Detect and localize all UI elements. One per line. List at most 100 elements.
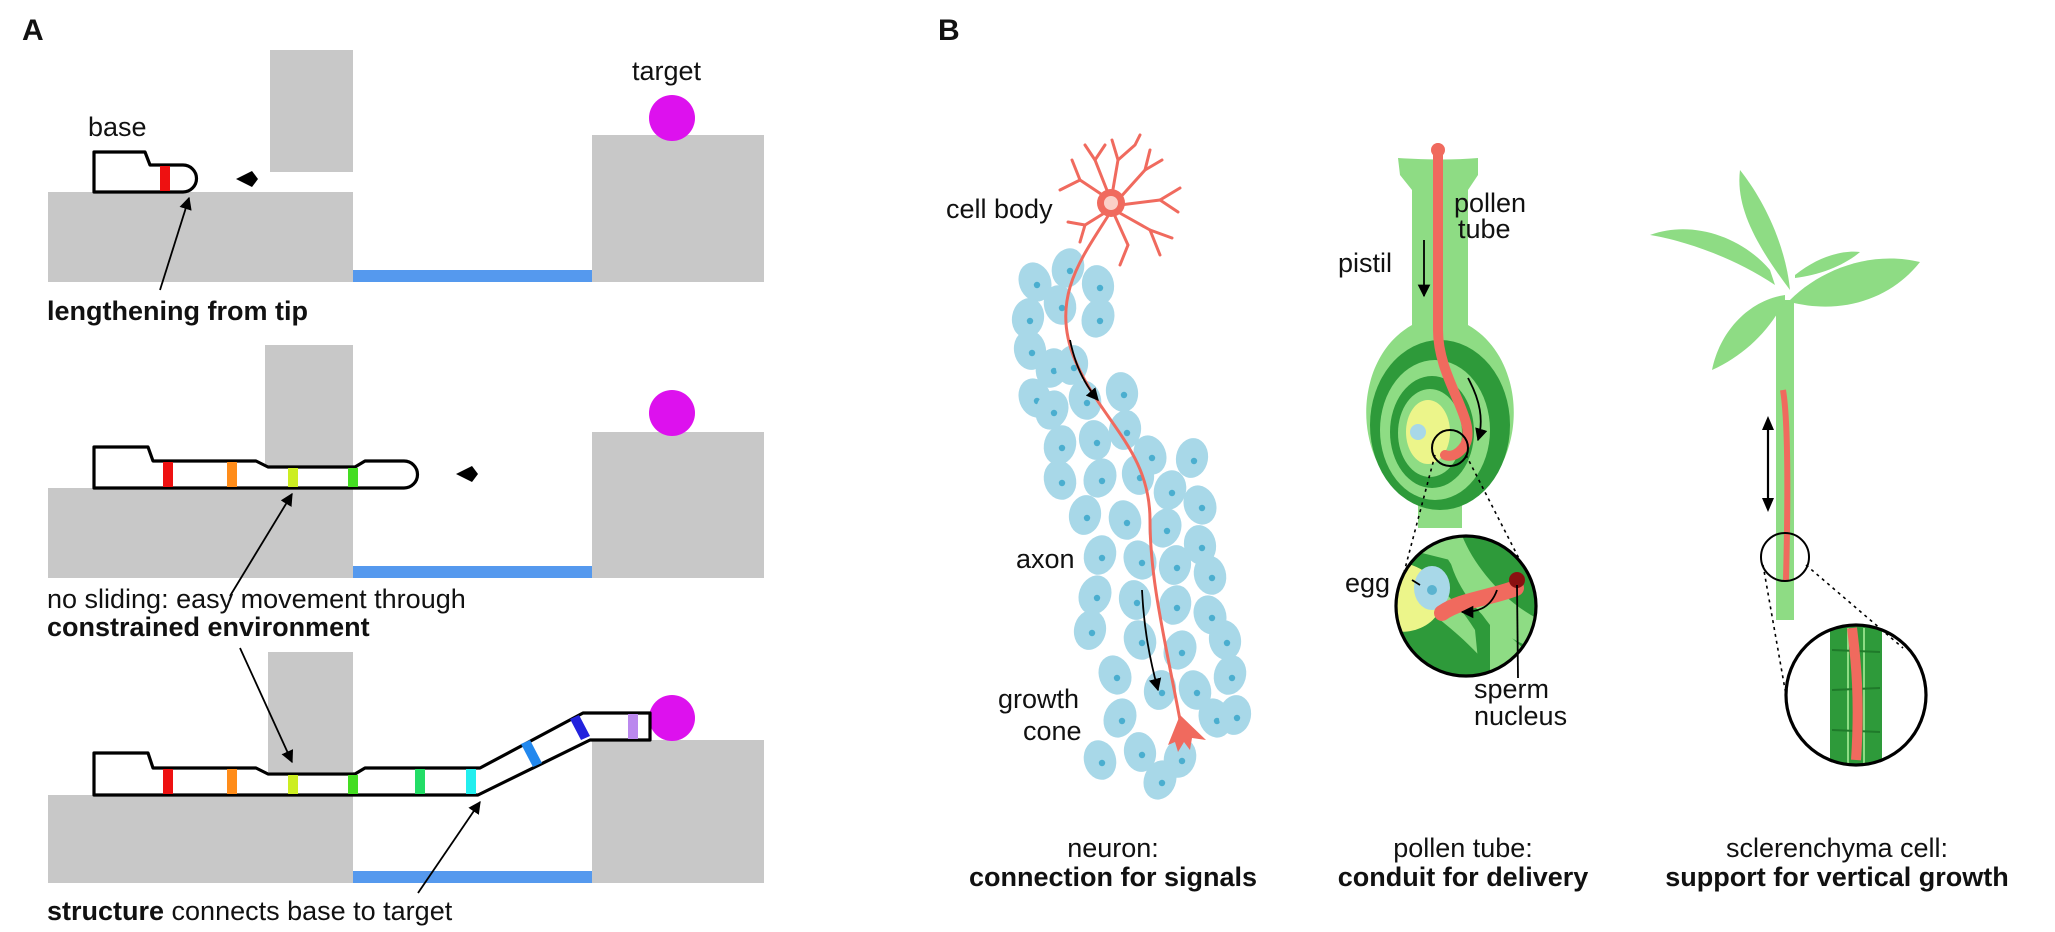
obstacle-block bbox=[268, 652, 353, 772]
glial-cell bbox=[1035, 390, 1069, 430]
glial-nucleus bbox=[1096, 284, 1104, 292]
glial-nucleus bbox=[1093, 594, 1101, 602]
neuron-illustration: cell body axon growth cone bbox=[946, 133, 1252, 800]
glial-cell bbox=[1055, 345, 1089, 385]
subtitle-pollen: conduit for delivery bbox=[1338, 862, 1589, 892]
cell-nucleus bbox=[1104, 196, 1118, 210]
label-axon: axon bbox=[1016, 544, 1075, 574]
channel-floor bbox=[353, 270, 592, 282]
subtitle-neuron: connection for signals bbox=[969, 862, 1257, 892]
glial-nucleus bbox=[1233, 714, 1241, 722]
glial-nucleus bbox=[1070, 364, 1078, 372]
glial-cell bbox=[1123, 620, 1157, 660]
glial-cell bbox=[1051, 248, 1085, 288]
glial-nucleus bbox=[1058, 479, 1066, 487]
glial-nucleus bbox=[1050, 409, 1058, 417]
zoom-line-right bbox=[1465, 454, 1531, 581]
glial-cell bbox=[1105, 372, 1139, 412]
glial-nucleus bbox=[1118, 717, 1126, 725]
glial-nucleus bbox=[1093, 439, 1101, 447]
sclerenchyma-fiber bbox=[1780, 389, 1791, 581]
glial-cell bbox=[1218, 695, 1252, 735]
plant-illustration bbox=[1650, 170, 1928, 767]
vertical-arrow-down bbox=[1762, 498, 1774, 512]
glial-nucleus bbox=[1208, 614, 1216, 622]
target-platform bbox=[592, 135, 764, 282]
caption-no-sliding: no sliding: easy movement through bbox=[47, 584, 466, 614]
glial-cell bbox=[1103, 698, 1137, 738]
axon-growth-arrow bbox=[1069, 339, 1099, 401]
marker-blue bbox=[521, 740, 542, 767]
panel-a-letter: A bbox=[22, 14, 44, 47]
glial-nucleus bbox=[1223, 639, 1231, 647]
base-block bbox=[48, 488, 353, 578]
panel-a: A base target lengthening from tip bbox=[22, 14, 764, 926]
obstacle-block bbox=[270, 50, 353, 172]
base-block bbox=[48, 795, 353, 883]
glial-cell bbox=[1083, 535, 1117, 575]
glial-nucleus bbox=[1083, 514, 1091, 522]
label-pollen: pollen bbox=[1454, 188, 1526, 218]
constrained-pointer-arrow bbox=[239, 647, 294, 764]
tip-pointer-arrow bbox=[159, 196, 192, 291]
label-growth: growth bbox=[998, 684, 1079, 714]
subtitle-sclerenchyma: support for vertical growth bbox=[1665, 862, 2009, 892]
channel-floor bbox=[353, 871, 592, 883]
marker-indigo bbox=[570, 715, 590, 740]
label-cone: cone bbox=[1023, 716, 1082, 746]
glial-nucleus bbox=[1066, 267, 1074, 275]
glial-nucleus bbox=[1123, 429, 1131, 437]
target-sphere bbox=[649, 695, 695, 741]
glial-cell bbox=[1158, 585, 1192, 625]
label-pistil: pistil bbox=[1338, 248, 1392, 278]
glial-cells bbox=[1011, 248, 1252, 800]
glial-cell bbox=[1183, 525, 1217, 565]
caption-structure-bold: structure bbox=[47, 896, 164, 926]
glial-nucleus bbox=[1058, 444, 1066, 452]
glial-nucleus bbox=[1228, 674, 1236, 682]
growing-structure bbox=[92, 711, 652, 797]
marker-yellow bbox=[288, 775, 298, 794]
channel-floor bbox=[353, 566, 592, 578]
glial-nucleus bbox=[1193, 689, 1201, 697]
glial-cell bbox=[1108, 500, 1142, 540]
sclerenchyma-zoom-circle bbox=[1784, 623, 1928, 767]
title-neuron: neuron: bbox=[1067, 833, 1159, 863]
glial-nucleus bbox=[1163, 527, 1171, 535]
glial-cell bbox=[1011, 298, 1045, 338]
glial-cell bbox=[1118, 580, 1152, 620]
marker-green-2 bbox=[415, 769, 425, 794]
leaf-right bbox=[1790, 258, 1920, 307]
marker-yellow bbox=[288, 468, 298, 487]
glial-nucleus bbox=[1158, 779, 1166, 787]
glial-nucleus bbox=[1083, 399, 1091, 407]
glial-cell bbox=[1208, 620, 1242, 660]
row-3: structure connects base to target bbox=[47, 647, 764, 926]
glial-nucleus bbox=[1178, 649, 1186, 657]
label-cell-body: cell body bbox=[946, 194, 1053, 224]
base-block bbox=[48, 192, 353, 282]
target-platform bbox=[592, 432, 764, 578]
marker-orange bbox=[227, 462, 237, 487]
glial-cell bbox=[1083, 458, 1117, 498]
glial-cell bbox=[1078, 575, 1112, 615]
marker-violet bbox=[628, 714, 638, 739]
glial-cell bbox=[1143, 760, 1177, 800]
growth-cone bbox=[1168, 715, 1206, 752]
glial-cell bbox=[1123, 732, 1157, 772]
caption-structure-rest: connects base to target bbox=[164, 896, 453, 926]
glial-nucleus bbox=[1158, 689, 1166, 697]
zoom-line-left-2 bbox=[1762, 564, 1787, 696]
panel-b-letter: B bbox=[938, 14, 960, 47]
glial-cell bbox=[1081, 265, 1115, 305]
label-target: target bbox=[632, 56, 702, 86]
marker-green bbox=[348, 775, 358, 794]
glial-nucleus bbox=[1098, 477, 1106, 485]
sperm-leader bbox=[1516, 584, 1519, 679]
pollen-grain bbox=[1431, 143, 1445, 157]
glial-nucleus bbox=[1120, 391, 1128, 399]
target-sphere bbox=[649, 390, 695, 436]
egg-cell-small bbox=[1410, 424, 1426, 440]
zoom-source-circle bbox=[1431, 429, 1469, 467]
glial-cell bbox=[1153, 470, 1187, 510]
